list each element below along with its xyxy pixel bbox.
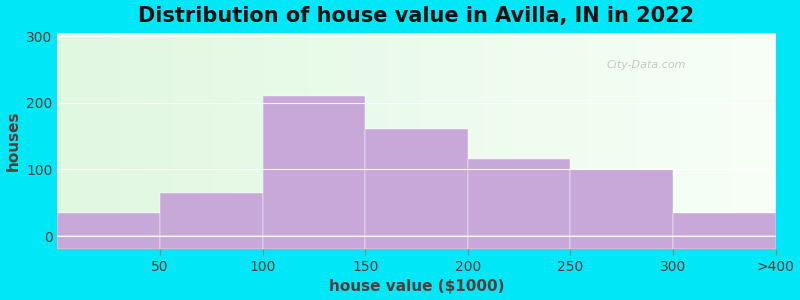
Bar: [673, 236, 775, 250]
Bar: [570, 169, 673, 236]
Title: Distribution of house value in Avilla, IN in 2022: Distribution of house value in Avilla, I…: [138, 6, 694, 26]
Bar: [160, 193, 262, 236]
Bar: [58, 213, 160, 236]
X-axis label: house value ($1000): house value ($1000): [329, 279, 504, 294]
Bar: [365, 129, 468, 236]
Y-axis label: houses: houses: [6, 111, 21, 171]
Bar: [160, 236, 262, 250]
Bar: [570, 236, 673, 250]
Bar: [58, 236, 160, 250]
Text: City-Data.com: City-Data.com: [606, 60, 686, 70]
Bar: [262, 236, 365, 250]
Bar: [468, 159, 570, 236]
Bar: [468, 236, 570, 250]
Bar: [365, 236, 468, 250]
Bar: [262, 96, 365, 236]
Bar: [673, 213, 775, 236]
